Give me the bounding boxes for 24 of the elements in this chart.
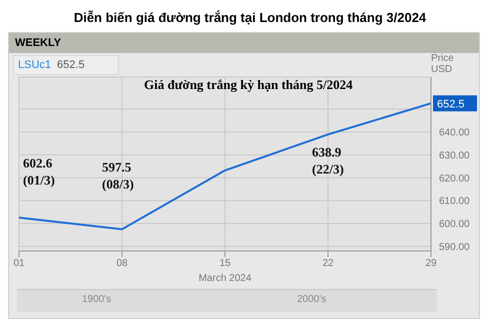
x-axis-title: March 2024 (198, 273, 252, 284)
annotation: 602.6 (01/3) (23, 156, 55, 188)
chart-title: Diễn biến giá đường trắng tại London trong tháng 3/2024 (72, 9, 428, 27)
y-tick-label: 640.00 (439, 127, 470, 138)
y-tick-label: 590.00 (439, 242, 470, 253)
y-tick-label: 630.00 (439, 150, 470, 162)
x-tick-label: 15 (219, 258, 231, 270)
x-tick-label: 22 (322, 258, 334, 270)
text: LSUc1 652.5 (18, 59, 85, 71)
annotation: 597.5 (08/3) (102, 159, 134, 192)
y-tick-label: 600.00 (439, 219, 470, 230)
text: WEEKLY (9, 33, 479, 53)
chart-subtitle: Giá đường trắng kỳ hạn tháng 5/2024 (144, 77, 353, 93)
line-series (19, 102, 431, 230)
annotation: 638.9 (22/3) (312, 144, 344, 176)
text: 2000's (297, 294, 326, 305)
x-tick-label: 08 (116, 258, 128, 270)
text: 1900's (82, 294, 112, 305)
y-tick-label: 610.00 (439, 196, 470, 208)
y-tick-label: 620.00 (439, 173, 470, 184)
y-axis-title: Price USD (431, 53, 454, 75)
annotation: 652.5 (437, 98, 465, 110)
x-tick-label: 01 (13, 258, 25, 270)
x-tick-label: 29 (425, 258, 437, 270)
